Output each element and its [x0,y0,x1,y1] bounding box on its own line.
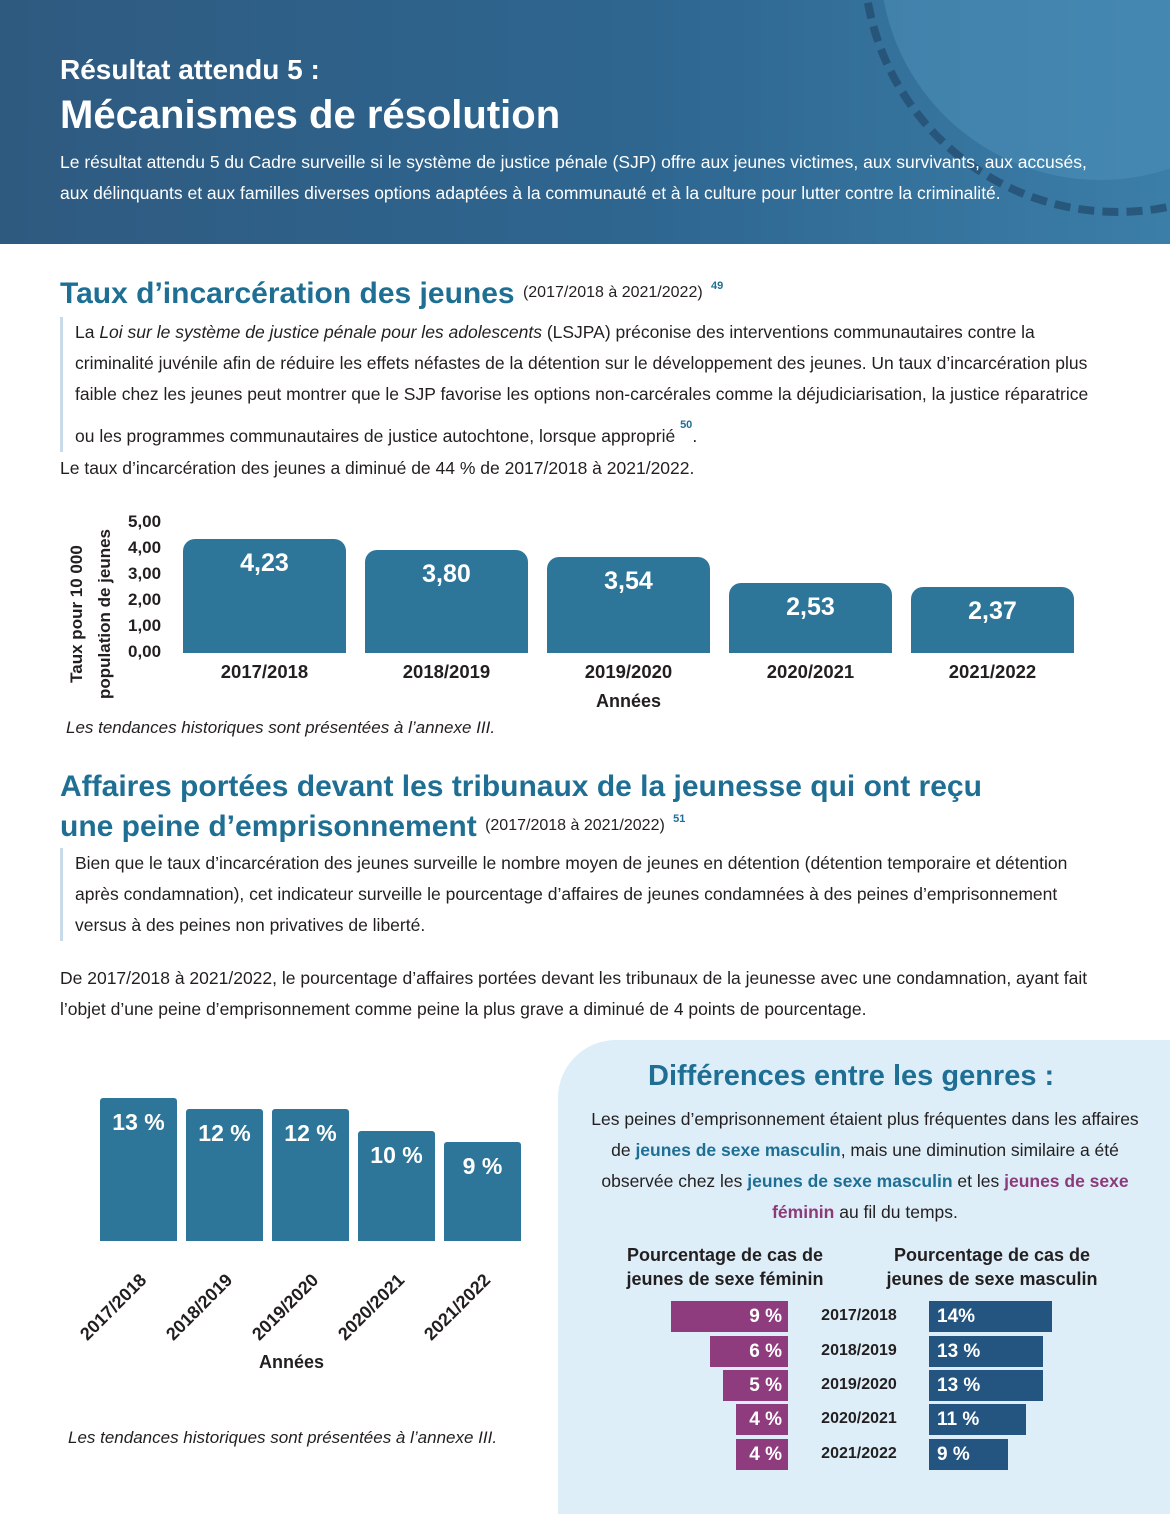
year-label: 2017/2018 [821,1307,897,1324]
male-highlight: jeunes de sexe masculin [635,1140,841,1160]
female-column-header: Pourcentage de cas de jeunes de sexe fém… [610,1243,840,1291]
bar-value-label: 3,54 [604,566,653,595]
y-tick: 5,00 [128,512,162,531]
x-tick-label: 2017/2018 [76,1269,151,1345]
female-highlight: jeunes de sexe féminin [772,1171,1129,1222]
year-label: 2020/2021 [821,1410,897,1427]
footnote-ref-49[interactable]: 49 [711,280,724,292]
x-tick-label: 2018/2019 [402,661,491,682]
section1-title: Taux d’incarcération des jeunes (2017/20… [60,270,723,310]
bar-value-label: 9 % [462,1153,503,1179]
x-tick-label: 2018/2019 [162,1269,237,1345]
x-tick-label: 2020/2021 [334,1269,409,1345]
historical-note: Les tendances historiques sont présentée… [66,718,496,737]
gender-title: Différences entre les genres : [648,1060,1055,1092]
section1-title-text: Taux d’incarcération des jeunes [60,277,515,310]
bar: 2,53 [729,583,892,653]
male-highlight: jeunes de sexe masculin [747,1171,953,1191]
bar: 3,54 [547,556,710,653]
section1-summary: Le taux d’incarcération des jeunes a dim… [60,458,695,478]
x-tick-label: 2017/2018 [220,661,309,682]
gender-text: Les peines d’emprisonnement étaient plus… [580,1104,1150,1228]
y-tick: 4,00 [128,538,162,557]
bar-value-label: 12 % [284,1120,337,1146]
bar: 3,80 [365,550,528,653]
x-axis-title: Années [259,1352,325,1372]
bar-value-label: 3,80 [422,560,471,589]
male-header-line2: jeunes de sexe masculin [886,1269,1098,1289]
bar: 2,37 [911,587,1074,653]
gender-text-part: et les [952,1171,1005,1191]
bar-value-label: 13 % [112,1109,165,1135]
y-axis-title: Taux pour 10 000 population de jeunes [63,514,119,714]
y-axis-title-line2: population de jeunes [95,529,114,700]
section2-range: (2017/2018 à 2021/2022) [485,817,665,834]
bar-value-label: 2,53 [786,593,835,622]
female-bar: 9 % [671,1301,788,1332]
year-label: 2021/2022 [821,1445,897,1462]
female-bar: 5 % [723,1370,788,1401]
x-tick-label: 2020/2021 [766,661,855,682]
section2-title: Affaires portées devant les tribunaux de… [60,770,982,843]
section2-title-line2: une peine d’emprisonnement [60,810,477,843]
female-header-line1: Pourcentage de cas de [626,1245,824,1265]
male-bar: 13 % [929,1336,1044,1367]
quote-text: (LSJPA) préconise des interventions comm… [75,322,1089,446]
x-tick-label: 2019/2020 [584,661,673,682]
section2-title-line1: Affaires portées devant les tribunaux de… [60,770,982,803]
bar-value-label: 2,37 [968,597,1017,626]
section1-quote: La Loi sur le système de justice pénale … [60,317,1103,452]
bar-value-label: 10 % [370,1142,423,1168]
bar: 4,23 [183,539,346,653]
y-tick: 1,00 [128,616,162,635]
x-tick-label: 2021/2022 [948,661,1037,682]
male-column-header: Pourcentage de cas de jeunes de sexe mas… [872,1243,1112,1291]
male-bar: 9 % [929,1439,1009,1470]
header-banner: Résultat attendu 5 : Mécanismes de résol… [0,0,1170,244]
historical-note: Les tendances historiques sont présentée… [68,1428,498,1447]
x-tick-label: 2021/2022 [420,1269,495,1345]
female-bar: 4 % [736,1404,788,1435]
y-tick: 0,00 [128,642,162,661]
gender-text-part: Les peines d’emprisonnement étaient plus… [591,1109,1139,1160]
bar-value-label: 4,23 [240,549,289,578]
intro-text: Le résultat attendu 5 du Cadre surveille… [60,152,1087,203]
y-tick: 3,00 [128,564,162,583]
x-tick-label: 2019/2020 [248,1269,323,1345]
y-tick: 2,00 [128,590,162,609]
year-label: 2019/2020 [821,1376,897,1393]
page-title: Mécanismes de résolution [60,93,561,137]
female-bar: 4 % [736,1439,788,1470]
bar-value-label: 12 % [198,1120,251,1146]
male-bar: 11 % [929,1404,1026,1435]
female-header-line2: jeunes de sexe féminin [626,1269,824,1289]
section1-range: (2017/2018 à 2021/2022) [522,284,703,301]
bar: 9 % [444,1142,521,1241]
law-title: Loi sur le système de justice pénale pou… [99,322,542,342]
male-header-line1: Pourcentage de cas de [893,1245,1091,1265]
outcome-kicker: Résultat attendu 5 : [60,54,320,85]
bar: 10 % [358,1131,435,1241]
section2-summary: De 2017/2018 à 2021/2022, le pourcentage… [60,968,1088,1019]
bar: 12 % [186,1109,263,1241]
bar: 12 % [272,1109,349,1241]
bar: 13 % [100,1098,177,1241]
gender-differences-panel [558,1040,1170,1514]
footnote-ref-51[interactable]: 51 [673,813,686,825]
male-bar: 14% [929,1301,1053,1332]
section2-quote: Bien que le taux d’incarcération des jeu… [60,848,1075,941]
year-label: 2018/2019 [821,1342,897,1359]
footnote-ref-50[interactable]: 50 [680,419,693,431]
y-axis-title-line1: Taux pour 10 000 [67,545,86,683]
male-bar: 13 % [929,1370,1044,1401]
quote-end: . [692,426,698,446]
female-bar: 6 % [710,1336,788,1367]
x-axis-title: Années [596,691,662,711]
quote-text: La [75,322,100,342]
gender-text-part: , mais une diminution similaire a été ob… [601,1140,1119,1191]
gender-text-part: au fil du temps. [834,1202,958,1222]
